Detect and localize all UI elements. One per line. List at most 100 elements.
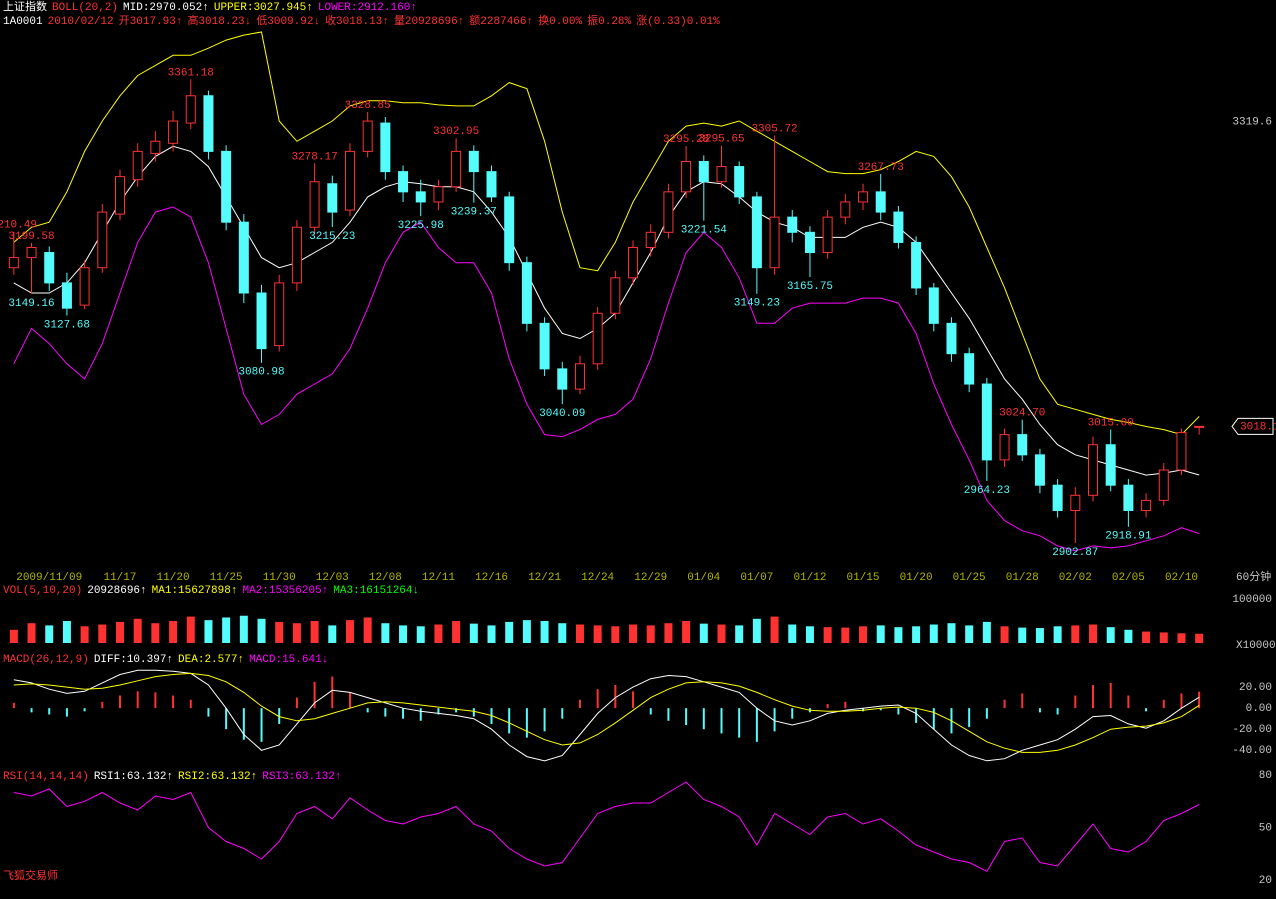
- volume-bar: [593, 625, 602, 643]
- x-tick-label: 01/04: [687, 572, 720, 584]
- y-tick-label: 50: [1259, 822, 1272, 834]
- volume-bar: [363, 617, 372, 643]
- legend-item: RSI2:63.132↑: [178, 771, 257, 783]
- volume-bar: [98, 624, 107, 643]
- candle-body: [769, 216, 780, 269]
- header-item: 额2287466↑: [469, 14, 533, 28]
- price-annotation: 3295.28: [663, 134, 709, 146]
- header-item: 涨(0.33)0.01%: [636, 14, 720, 28]
- volume-bar: [682, 621, 691, 643]
- volume-bar: [717, 624, 726, 643]
- x-tick-label: 11/17: [103, 572, 136, 584]
- candle-body: [787, 216, 798, 233]
- volume-bar: [487, 625, 496, 643]
- price-annotation: 3199.58: [8, 231, 54, 243]
- indicator-line: [13, 781, 1200, 872]
- candle-body: [911, 241, 922, 289]
- price-annotation: 2964.23: [964, 485, 1010, 497]
- price-annotation: 3305.72: [751, 123, 797, 135]
- price-annotation: 3215.23: [309, 231, 355, 243]
- boll-line: [13, 206, 1200, 552]
- boll-line: [13, 31, 1200, 436]
- period-label: 60分钟: [1236, 569, 1271, 584]
- candle-body: [663, 191, 674, 233]
- x-tick-label: 12/11: [422, 572, 455, 584]
- candle-body: [150, 140, 161, 154]
- x-tick-label: 02/10: [1165, 572, 1198, 584]
- last-price-label: 3018.1: [1240, 421, 1276, 433]
- header-item: UPPER:3027.945↑: [214, 2, 313, 14]
- price-annotation: 3267.73: [858, 162, 904, 174]
- header-item: 高3018.23↓: [187, 13, 251, 28]
- header-item: 低3009.92↓: [256, 14, 320, 28]
- candle-body: [981, 383, 992, 461]
- x-tick-label: 01/20: [900, 572, 933, 584]
- volume-bar: [452, 621, 461, 643]
- y-tick-label: -40.00: [1232, 745, 1272, 757]
- price-annotation: 3221.54: [681, 225, 728, 237]
- volume-bar: [9, 629, 18, 643]
- legend-item: VOL(5,10,20): [3, 585, 82, 597]
- price-annotation: 3165.75: [787, 281, 833, 293]
- legend-item: MA3:16151264↓: [333, 585, 419, 597]
- price-annotation: 3302.95: [433, 126, 479, 138]
- volume-bar: [169, 621, 178, 643]
- volume-bar: [27, 623, 36, 643]
- legend-item: 20928696↑: [87, 585, 146, 597]
- candle-body: [79, 267, 90, 306]
- candle-body: [716, 166, 727, 183]
- volume-bar: [947, 623, 956, 643]
- candle-body: [486, 171, 497, 198]
- volume-bar: [575, 624, 584, 643]
- candle-body: [291, 226, 302, 284]
- volume-bar: [257, 618, 266, 643]
- price-annotation: 3024.70: [999, 408, 1045, 420]
- volume-bar: [1089, 624, 1098, 643]
- volume-bar: [1124, 629, 1133, 643]
- candle-body: [168, 120, 179, 144]
- candle-body: [504, 196, 515, 264]
- header-item: 换0.00%: [538, 13, 582, 28]
- legend-item: MA1:15627898↑: [152, 585, 238, 597]
- volume-bar: [381, 623, 390, 643]
- price-annotation: 3149.23: [734, 298, 780, 310]
- candle-body: [858, 191, 869, 203]
- x-tick-label: 12/21: [528, 572, 561, 584]
- volume-bar: [1053, 626, 1062, 643]
- candle-body: [1070, 494, 1081, 511]
- candle-body: [256, 292, 267, 350]
- candle-body: [327, 183, 338, 213]
- header-item: MID:2970.052↑: [123, 2, 209, 14]
- candle-body: [114, 176, 125, 215]
- price-annotation: 3127.68: [44, 319, 90, 331]
- volume-bar: [151, 623, 160, 643]
- volume-bar: [876, 625, 885, 643]
- candle-body: [309, 181, 320, 228]
- volume-bar: [611, 626, 620, 643]
- volume-bar: [841, 627, 850, 643]
- candle-body: [1052, 484, 1063, 511]
- volume-bar: [788, 624, 797, 643]
- y-tick-label: 3319.6: [1232, 116, 1272, 128]
- candle-body: [203, 95, 214, 152]
- candle-body: [415, 191, 426, 203]
- volume-bar: [310, 621, 319, 643]
- candle-body: [592, 312, 603, 365]
- candle-body: [822, 216, 833, 254]
- x-tick-label: 02/05: [1112, 572, 1145, 584]
- price-annotation: 3295.65: [698, 134, 744, 146]
- candle-body: [521, 262, 532, 324]
- price-annotation: 3210.49: [0, 220, 37, 232]
- volume-bar: [416, 626, 425, 643]
- header-item: BOLL(20,2): [52, 2, 118, 14]
- candle-body: [274, 282, 285, 347]
- candle-body: [574, 363, 585, 390]
- volume-bar: [186, 616, 195, 643]
- candle-body: [433, 186, 444, 203]
- price-annotation: 3361.18: [168, 67, 214, 79]
- volume-bar: [345, 620, 354, 643]
- app-name: 飞狐交易师: [3, 868, 58, 883]
- y-tick-label: 20.00: [1239, 682, 1272, 694]
